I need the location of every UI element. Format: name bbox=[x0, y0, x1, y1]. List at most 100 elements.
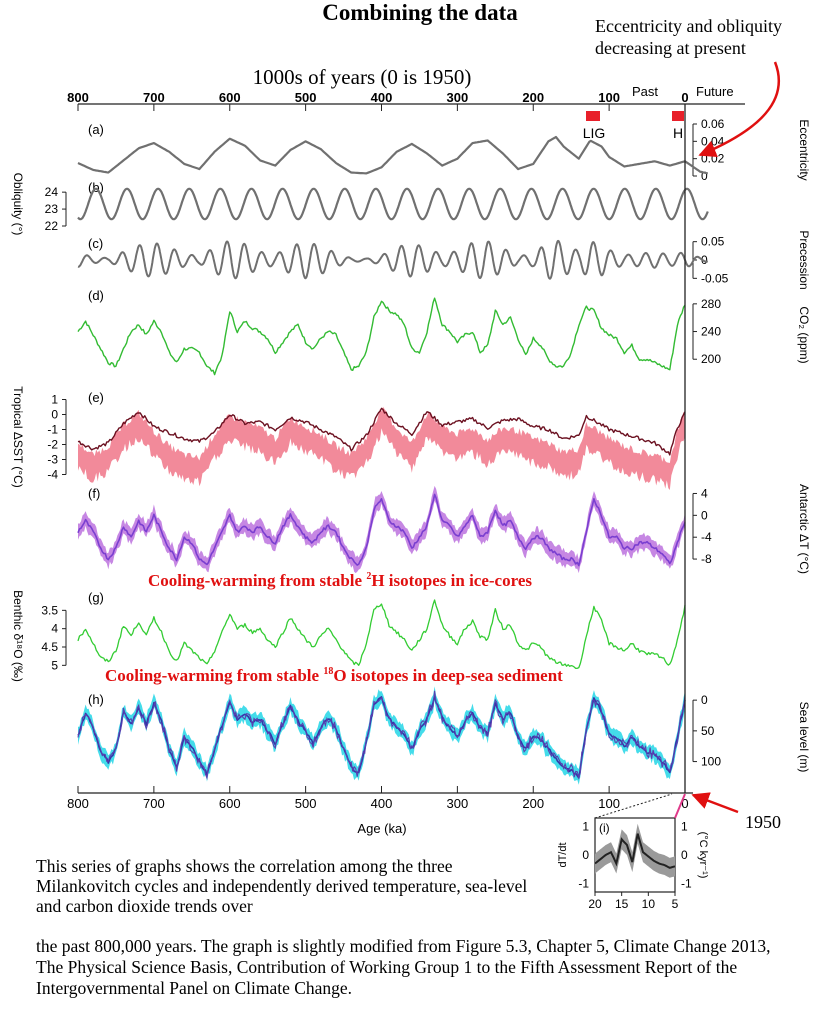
panel-c: (c) 0.05 0 -0.05 Precession bbox=[77, 230, 811, 290]
top-axis-label: 1000s of years (0 is 1950) bbox=[253, 65, 472, 89]
h-label: H bbox=[673, 125, 683, 141]
lig-label: LIG bbox=[583, 125, 606, 141]
inset-x-tick-label: 10 bbox=[642, 897, 656, 911]
sst-uncertainty-band bbox=[78, 406, 685, 490]
series-line-a bbox=[77, 135, 709, 175]
series-line-h bbox=[77, 694, 686, 779]
overlay-ice-core: Cooling-warming from stable 2H isotopes … bbox=[148, 571, 532, 590]
panel-tick-label-a: 0.06 bbox=[701, 117, 725, 131]
top-x-tick-label: 600 bbox=[219, 90, 241, 105]
bottom-x-tick-label: 100 bbox=[598, 796, 620, 811]
panel-tick-label-g: 3.5 bbox=[41, 603, 58, 617]
caption-part-2: the past 800,000 years. The graph is sli… bbox=[36, 936, 771, 998]
inset-y-tick-label-left: 0 bbox=[582, 848, 589, 862]
panel-tick-label-c: 0.05 bbox=[701, 235, 725, 249]
top-x-axis: 800 700 600 500 400 300 200 100 0 bbox=[67, 90, 745, 111]
panel-tick-label-d: 200 bbox=[701, 352, 721, 366]
inset-axis-label-right: (°C kyr⁻¹) bbox=[697, 832, 709, 879]
panel-tick-label-h: 0 bbox=[701, 693, 708, 707]
inset-y-tick-label-right: 1 bbox=[681, 820, 688, 834]
top-x-tick-label: 800 bbox=[67, 90, 89, 105]
panel-tick-label-d: 240 bbox=[701, 325, 721, 339]
main-title: Combining the data bbox=[322, 0, 518, 25]
series-line-f bbox=[77, 493, 686, 567]
panel-axis-label-b: Obliquity (°) bbox=[11, 173, 25, 236]
top-x-tick-label: 400 bbox=[371, 90, 393, 105]
top-x-tick-label: 100 bbox=[598, 90, 620, 105]
annotation-line-1: Eccentricity and obliquity bbox=[595, 16, 782, 36]
series-line-g bbox=[77, 599, 686, 670]
series-line-b bbox=[77, 187, 709, 221]
panel-tick-label-f: -4 bbox=[701, 530, 712, 544]
panel-label-g: (g) bbox=[88, 590, 104, 605]
inset-y-tick-label-left: 1 bbox=[582, 820, 589, 834]
panel-tick-label-e: -3 bbox=[47, 453, 58, 467]
panel-b: (b) 24 23 22 Obliquity (°) bbox=[11, 173, 709, 236]
bottom-x-axis: 800 700 600 500 400 300 200 100 0 bbox=[67, 786, 693, 811]
top-x-tick-label: 500 bbox=[295, 90, 317, 105]
panel-tick-label-a: 0 bbox=[701, 169, 708, 183]
past-label: Past bbox=[632, 84, 658, 99]
panel-tick-label-e: -4 bbox=[47, 468, 58, 482]
series-line-e bbox=[77, 407, 686, 456]
panel-tick-label-b: 24 bbox=[45, 185, 59, 199]
panel-label-h: (h) bbox=[88, 692, 104, 707]
panel-tick-label-c: -0.05 bbox=[701, 271, 729, 285]
bottom-x-tick-label: 400 bbox=[371, 796, 393, 811]
panel-h: (h) 0 50 100 Sea level (m) bbox=[77, 686, 811, 785]
inset-panel: (i)20 15 10 51 10 0-1 -1dT/dt (°C kyr⁻¹) bbox=[557, 793, 709, 911]
annotation-1950: 1950 bbox=[745, 812, 781, 832]
series-line-h-alt bbox=[77, 690, 686, 781]
inset-connector-left bbox=[594, 793, 673, 819]
lig-marker bbox=[586, 111, 600, 121]
inset-axis-label-left: dT/dt bbox=[557, 842, 569, 867]
top-x-tick-label: 200 bbox=[522, 90, 544, 105]
bottom-x-tick-label: 800 bbox=[67, 796, 89, 811]
panel-tick-label-g: 4 bbox=[51, 622, 58, 636]
inset-x-tick-label: 15 bbox=[615, 897, 629, 911]
panel-d: (d) 280 240 200 CO₂ (ppm) bbox=[77, 288, 811, 376]
panel-axis-label-a: Eccentricity bbox=[797, 119, 811, 180]
panel-f: (f) 4 0 -4 -8 Antarctic ΔT (°C) bbox=[77, 484, 811, 574]
panel-tick-label-f: 4 bbox=[701, 486, 708, 500]
panel-tick-label-b: 22 bbox=[45, 219, 59, 233]
panel-tick-label-f: -8 bbox=[701, 552, 712, 566]
annotation-arrow-top bbox=[698, 61, 781, 158]
inset-connector-right bbox=[674, 793, 686, 819]
series-line-c bbox=[77, 239, 709, 280]
inset-y-tick-label-right: -1 bbox=[681, 876, 692, 890]
bottom-x-tick-label: 200 bbox=[522, 796, 544, 811]
panel-tick-label-f: 0 bbox=[701, 508, 708, 522]
panel-tick-label-d: 280 bbox=[701, 297, 721, 311]
panel-tick-label-e: -2 bbox=[47, 438, 58, 452]
bottom-x-tick-label: 700 bbox=[143, 796, 165, 811]
top-x-tick-label: 700 bbox=[143, 90, 165, 105]
x-axis-label: Age (ka) bbox=[357, 821, 406, 836]
inset-line bbox=[594, 833, 676, 869]
panels: (a) 0.060.040.020 Eccentricity(b)242322Obl… bbox=[11, 117, 811, 785]
panel-axis-label-d: CO₂ (ppm) bbox=[797, 306, 811, 363]
panel-tick-label-b: 23 bbox=[45, 202, 59, 216]
caption-part-1: This series of graphs shows the correlat… bbox=[36, 856, 528, 916]
series-line-d bbox=[77, 297, 686, 376]
panel-tick-label-h: 100 bbox=[701, 755, 721, 769]
panel-tick-label-e: 1 bbox=[51, 393, 58, 407]
future-label: Future bbox=[696, 84, 734, 99]
h-marker bbox=[672, 111, 684, 121]
panel-tick-label-e: 0 bbox=[51, 408, 58, 422]
annotation-line-2: decreasing at present bbox=[595, 38, 746, 58]
panel-label-b: (b) bbox=[88, 180, 104, 195]
panel-axis-label-f: Antarctic ΔT (°C) bbox=[797, 484, 811, 574]
bottom-x-tick-label: 300 bbox=[447, 796, 469, 811]
panel-tick-label-c: 0 bbox=[701, 253, 708, 267]
panel-label-a: (a) bbox=[88, 122, 104, 137]
inset-x-tick-label: 20 bbox=[588, 897, 602, 911]
panel-axis-label-e: Tropical ΔSST (°C) bbox=[11, 386, 25, 488]
panel-tick-label-g: 5 bbox=[51, 658, 58, 672]
panel-axis-label-g: Benthic δ¹⁸O (‰) bbox=[11, 590, 25, 682]
panel-tick-label-e: -1 bbox=[47, 423, 58, 437]
panel-e: (e) 10-1-2-3-4 Tropical ΔSST (°C) bbox=[11, 386, 686, 490]
bottom-x-tick-label: 0 bbox=[681, 796, 688, 811]
panel-label-c: (c) bbox=[88, 236, 103, 251]
